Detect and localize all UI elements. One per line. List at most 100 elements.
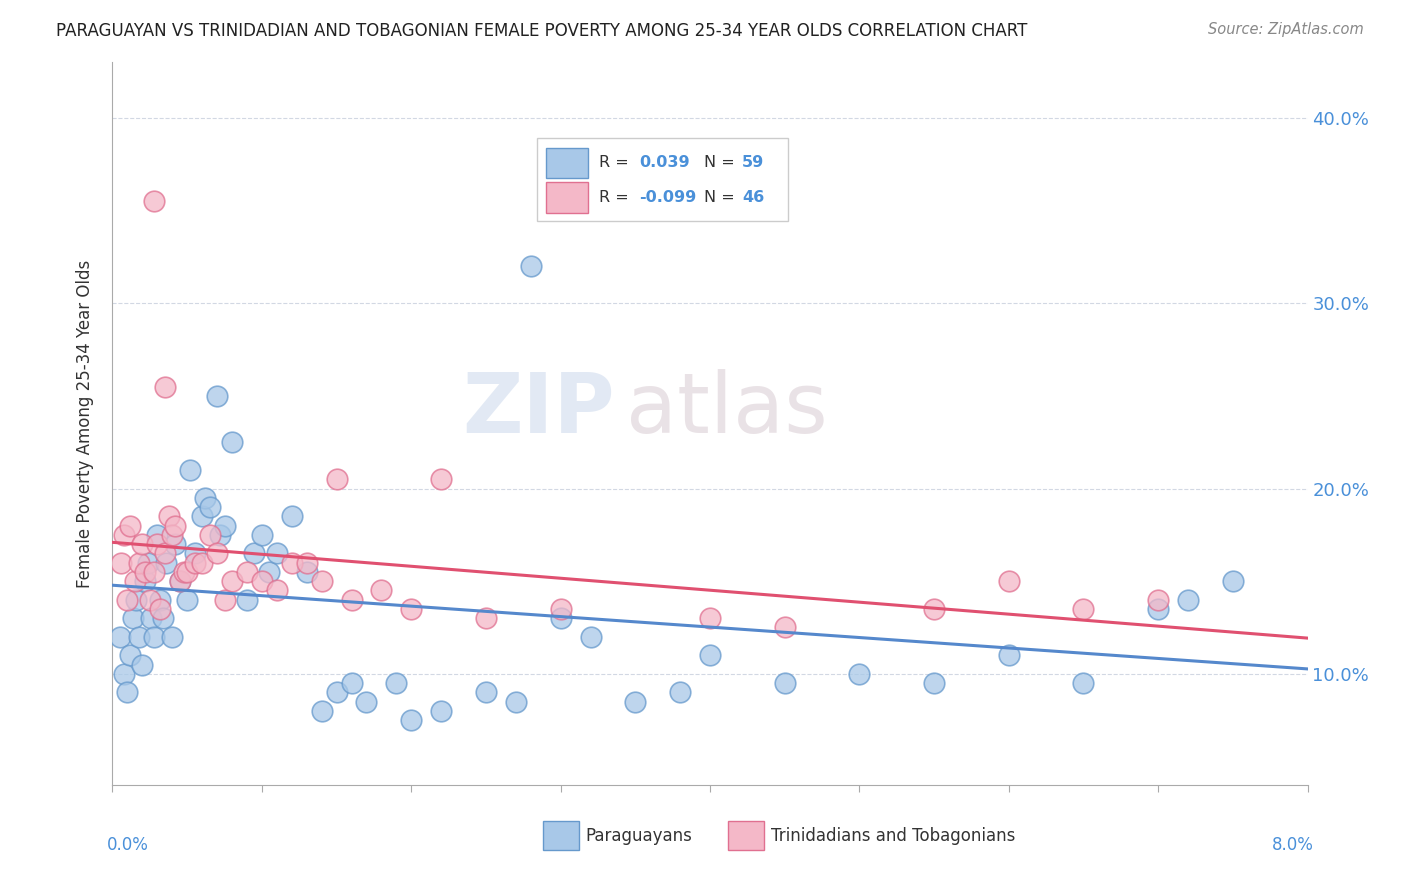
Point	[624, 695, 647, 709]
Point	[1222, 574, 1244, 589]
Point	[122, 611, 145, 625]
Point	[1177, 592, 1199, 607]
Point	[131, 537, 153, 551]
Point	[998, 648, 1021, 663]
Point	[149, 592, 172, 607]
Point	[128, 630, 150, 644]
Text: N =: N =	[704, 155, 740, 170]
Point	[505, 695, 527, 709]
Point	[108, 630, 131, 644]
Text: N =: N =	[704, 190, 740, 205]
Point	[295, 565, 318, 579]
Point	[205, 546, 228, 560]
Point	[281, 509, 304, 524]
Text: ZIP: ZIP	[463, 368, 614, 450]
FancyBboxPatch shape	[543, 821, 579, 850]
Point	[146, 537, 169, 551]
Point	[214, 518, 236, 533]
Point	[250, 574, 273, 589]
Point	[155, 556, 177, 570]
Point	[236, 565, 259, 579]
Point	[1147, 592, 1170, 607]
Point	[153, 379, 176, 393]
Point	[430, 704, 453, 718]
Point	[134, 574, 156, 589]
Point	[153, 546, 176, 560]
Point	[183, 556, 205, 570]
Point	[176, 592, 198, 607]
Point	[141, 611, 163, 625]
Point	[165, 518, 187, 533]
Point	[209, 528, 232, 542]
Point	[325, 685, 347, 699]
Point	[340, 592, 363, 607]
Text: 8.0%: 8.0%	[1271, 836, 1313, 854]
Point	[117, 685, 139, 699]
Point	[998, 574, 1021, 589]
Point	[139, 592, 162, 607]
Point	[157, 509, 180, 524]
FancyBboxPatch shape	[547, 182, 588, 212]
Point	[922, 676, 945, 690]
Point	[669, 685, 692, 699]
Point	[773, 676, 796, 690]
Point	[138, 556, 160, 570]
Point	[475, 685, 498, 699]
Point	[110, 556, 132, 570]
Point	[152, 611, 174, 625]
Point	[325, 472, 347, 486]
Text: R =: R =	[599, 190, 634, 205]
Point	[1147, 602, 1170, 616]
Text: atlas: atlas	[627, 368, 828, 450]
Point	[340, 676, 363, 690]
Point	[191, 556, 214, 570]
Point	[266, 583, 288, 598]
Point	[221, 574, 243, 589]
Point	[370, 583, 392, 598]
Point	[401, 713, 423, 727]
Point	[173, 565, 195, 579]
Point	[120, 518, 142, 533]
Point	[169, 574, 191, 589]
Text: 0.0%: 0.0%	[107, 836, 149, 854]
Text: Source: ZipAtlas.com: Source: ZipAtlas.com	[1208, 22, 1364, 37]
Point	[183, 546, 205, 560]
Point	[114, 528, 135, 542]
Point	[243, 546, 266, 560]
Point	[236, 592, 259, 607]
Point	[311, 574, 333, 589]
Text: Trinidadians and Tobagonians: Trinidadians and Tobagonians	[770, 827, 1015, 845]
FancyBboxPatch shape	[728, 821, 763, 850]
Point	[128, 556, 150, 570]
Point	[520, 259, 543, 273]
Y-axis label: Female Poverty Among 25-34 Year Olds: Female Poverty Among 25-34 Year Olds	[76, 260, 94, 588]
Point	[266, 546, 288, 560]
Point	[1073, 602, 1095, 616]
Point	[385, 676, 408, 690]
Text: Paraguayans: Paraguayans	[586, 827, 693, 845]
Point	[191, 509, 214, 524]
Point	[198, 500, 221, 514]
Point	[169, 574, 191, 589]
Point	[131, 657, 153, 672]
Text: -0.099: -0.099	[640, 190, 697, 205]
Point	[162, 528, 183, 542]
Point	[143, 194, 166, 209]
Point	[214, 592, 236, 607]
Point	[194, 491, 217, 505]
Text: PARAGUAYAN VS TRINIDADIAN AND TOBAGONIAN FEMALE POVERTY AMONG 25-34 YEAR OLDS CO: PARAGUAYAN VS TRINIDADIAN AND TOBAGONIAN…	[56, 22, 1028, 40]
Point	[295, 556, 318, 570]
Point	[773, 620, 796, 634]
Point	[475, 611, 498, 625]
Point	[125, 592, 148, 607]
Point	[259, 565, 281, 579]
Text: 46: 46	[742, 190, 765, 205]
Point	[356, 695, 378, 709]
Point	[430, 472, 453, 486]
Point	[120, 648, 142, 663]
Point	[176, 565, 198, 579]
Point	[205, 389, 228, 403]
Text: 59: 59	[742, 155, 765, 170]
Point	[250, 528, 273, 542]
Point	[221, 435, 243, 450]
